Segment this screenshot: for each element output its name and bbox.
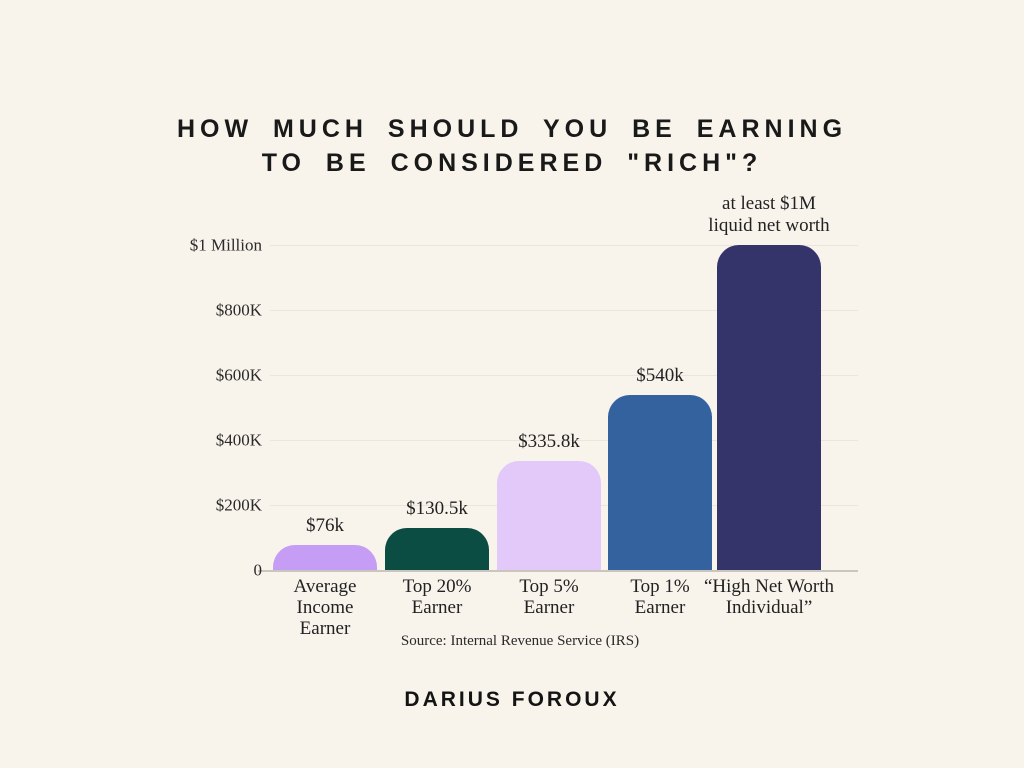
bar-value-label: $335.8k: [518, 430, 580, 452]
chart-title-line2: to be considered "rich"?: [261, 149, 763, 177]
source-note: Source: Internal Revenue Service (IRS): [400, 633, 640, 649]
x-tick-label: “High Net Worth Individual”: [703, 576, 835, 618]
gridline: [270, 374, 858, 376]
y-tick-label: $400K: [215, 430, 262, 450]
y-tick-label: 0: [253, 560, 263, 580]
y-tick-label: $800K: [215, 300, 262, 320]
x-tick-label: Top 20% Earner: [402, 576, 472, 618]
bar-top-20-earner: [385, 527, 489, 570]
gridline: [270, 439, 858, 441]
bar-average-income-earner: [273, 545, 377, 570]
bar-top-5-earner: [497, 460, 601, 570]
y-tick-label: $1 Million: [189, 235, 262, 255]
bar-value-label: $540k: [636, 364, 684, 386]
bar-high-net-worth-individual: [717, 245, 821, 570]
bar-value-label: $130.5k: [406, 497, 468, 519]
gridline: [270, 244, 858, 246]
x-tick-label: Top 1% Earner: [630, 576, 690, 618]
y-tick-label: $200K: [215, 495, 262, 515]
x-axis-line: [258, 570, 858, 572]
chart-title-line1: How much should you be earning: [176, 115, 848, 143]
x-tick-label: Top 5% Earner: [519, 576, 579, 618]
bar-value-label: at least $1M liquid net worth: [708, 193, 830, 236]
bar-value-label: $76k: [306, 515, 344, 537]
author-signature: DARIUS FOROUX: [404, 688, 620, 711]
x-tick-label: Average Income Earner: [293, 576, 357, 639]
chart-title: How much should you be earning to be con…: [0, 112, 1024, 180]
bar-top-1-earner: [608, 394, 712, 570]
y-tick-label: $600K: [215, 365, 262, 385]
gridline: [270, 309, 858, 311]
